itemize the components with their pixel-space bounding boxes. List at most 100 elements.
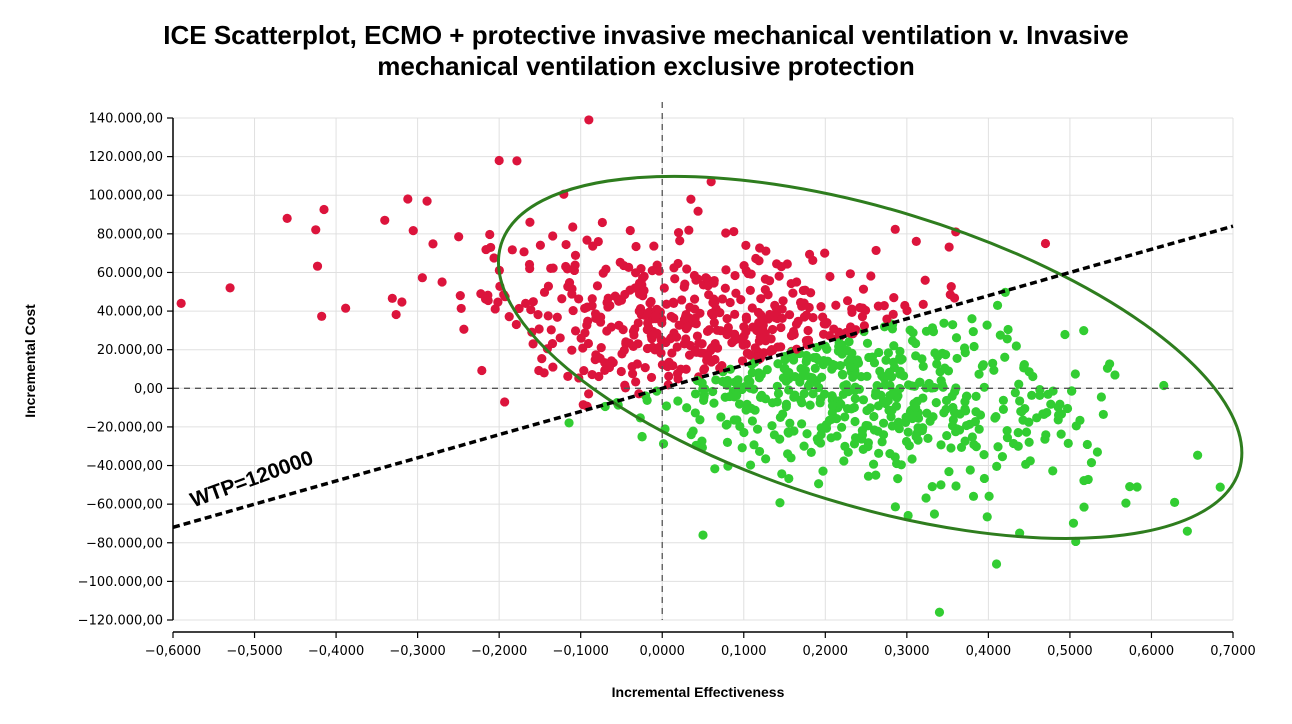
- data-point: [903, 427, 913, 437]
- data-point: [685, 302, 695, 312]
- data-point: [735, 334, 745, 344]
- data-point: [1042, 407, 1052, 418]
- data-point: [698, 395, 709, 406]
- wtp-label: WTP=120000: [187, 446, 316, 512]
- data-point: [1110, 370, 1120, 380]
- data-point: [596, 343, 606, 353]
- data-point: [494, 155, 504, 166]
- data-point: [944, 242, 954, 252]
- data-point: [998, 404, 1008, 414]
- x-axis-title: Incremental Effectiveness: [612, 684, 785, 700]
- data-point: [312, 261, 323, 271]
- data-point: [784, 473, 794, 484]
- data-point: [1092, 447, 1102, 457]
- data-point: [956, 442, 967, 452]
- data-point: [903, 510, 913, 521]
- data-point: [789, 352, 799, 362]
- x-tick-label: 0,3000: [884, 644, 930, 659]
- x-tick-label: 0,0000: [639, 644, 685, 659]
- data-point: [838, 370, 848, 380]
- data-point: [587, 294, 597, 304]
- data-point: [873, 426, 883, 436]
- data-point: [786, 278, 796, 289]
- data-point: [777, 469, 787, 479]
- x-tick-label: 0,4000: [966, 644, 1012, 659]
- data-point: [729, 415, 739, 425]
- data-point: [784, 310, 795, 320]
- data-point: [584, 115, 594, 125]
- data-point: [874, 448, 884, 458]
- data-point: [582, 235, 592, 245]
- data-point: [808, 255, 818, 265]
- data-point: [1067, 386, 1077, 396]
- data-point: [982, 512, 992, 522]
- data-point: [539, 287, 550, 297]
- data-point: [642, 395, 652, 405]
- data-point: [625, 285, 635, 295]
- data-point: [967, 432, 977, 442]
- data-point: [822, 344, 832, 354]
- data-point: [1010, 388, 1020, 398]
- y-tick-label: 120.000,00: [89, 150, 163, 165]
- data-point: [730, 309, 740, 319]
- data-point: [701, 273, 711, 283]
- data-point: [937, 348, 947, 358]
- data-point: [907, 381, 917, 391]
- data-point: [825, 271, 835, 282]
- data-point: [677, 295, 687, 305]
- data-point: [761, 454, 771, 464]
- data-point: [422, 196, 432, 206]
- data-point: [1048, 466, 1058, 476]
- data-point: [907, 336, 918, 346]
- data-point: [871, 245, 881, 256]
- data-point: [512, 156, 522, 166]
- data-point: [526, 305, 536, 315]
- data-point: [668, 297, 678, 307]
- data-point: [784, 428, 794, 438]
- y-tick-label: 20.000,00: [97, 343, 163, 358]
- data-point: [697, 378, 707, 388]
- data-point: [225, 283, 235, 293]
- data-point: [1068, 518, 1079, 528]
- data-point: [823, 356, 833, 366]
- data-point: [836, 399, 846, 409]
- data-point: [587, 301, 597, 311]
- data-point: [943, 366, 954, 376]
- data-point: [989, 365, 999, 375]
- data-point: [935, 367, 945, 377]
- data-point: [861, 420, 871, 431]
- x-tick-label: 0,5000: [1047, 644, 1093, 659]
- data-point: [745, 460, 756, 470]
- data-point: [889, 293, 899, 303]
- data-point: [380, 215, 390, 225]
- data-point: [849, 439, 860, 449]
- data-point: [703, 351, 713, 361]
- data-point: [884, 367, 895, 377]
- data-point: [1003, 324, 1013, 335]
- data-point: [745, 350, 755, 360]
- data-point: [818, 466, 828, 476]
- x-tick-label: −0,4000: [308, 644, 364, 659]
- data-point: [929, 382, 939, 393]
- data-point: [732, 377, 742, 388]
- y-tick-label: −40.000,00: [86, 459, 163, 474]
- data-point: [1000, 352, 1010, 362]
- data-point: [1102, 363, 1113, 373]
- data-point: [1024, 367, 1034, 377]
- data-point: [564, 418, 574, 428]
- data-point: [583, 338, 594, 349]
- data-point: [669, 313, 679, 323]
- data-point: [543, 311, 553, 321]
- data-point: [850, 416, 860, 427]
- data-point: [709, 318, 719, 328]
- data-point: [613, 294, 623, 304]
- data-point: [716, 412, 726, 422]
- data-point: [730, 270, 740, 281]
- data-point: [885, 449, 895, 459]
- y-tick-label: 40.000,00: [97, 305, 163, 320]
- data-point: [282, 213, 292, 223]
- data-point: [913, 435, 923, 445]
- data-point: [646, 372, 657, 383]
- data-point: [708, 386, 718, 397]
